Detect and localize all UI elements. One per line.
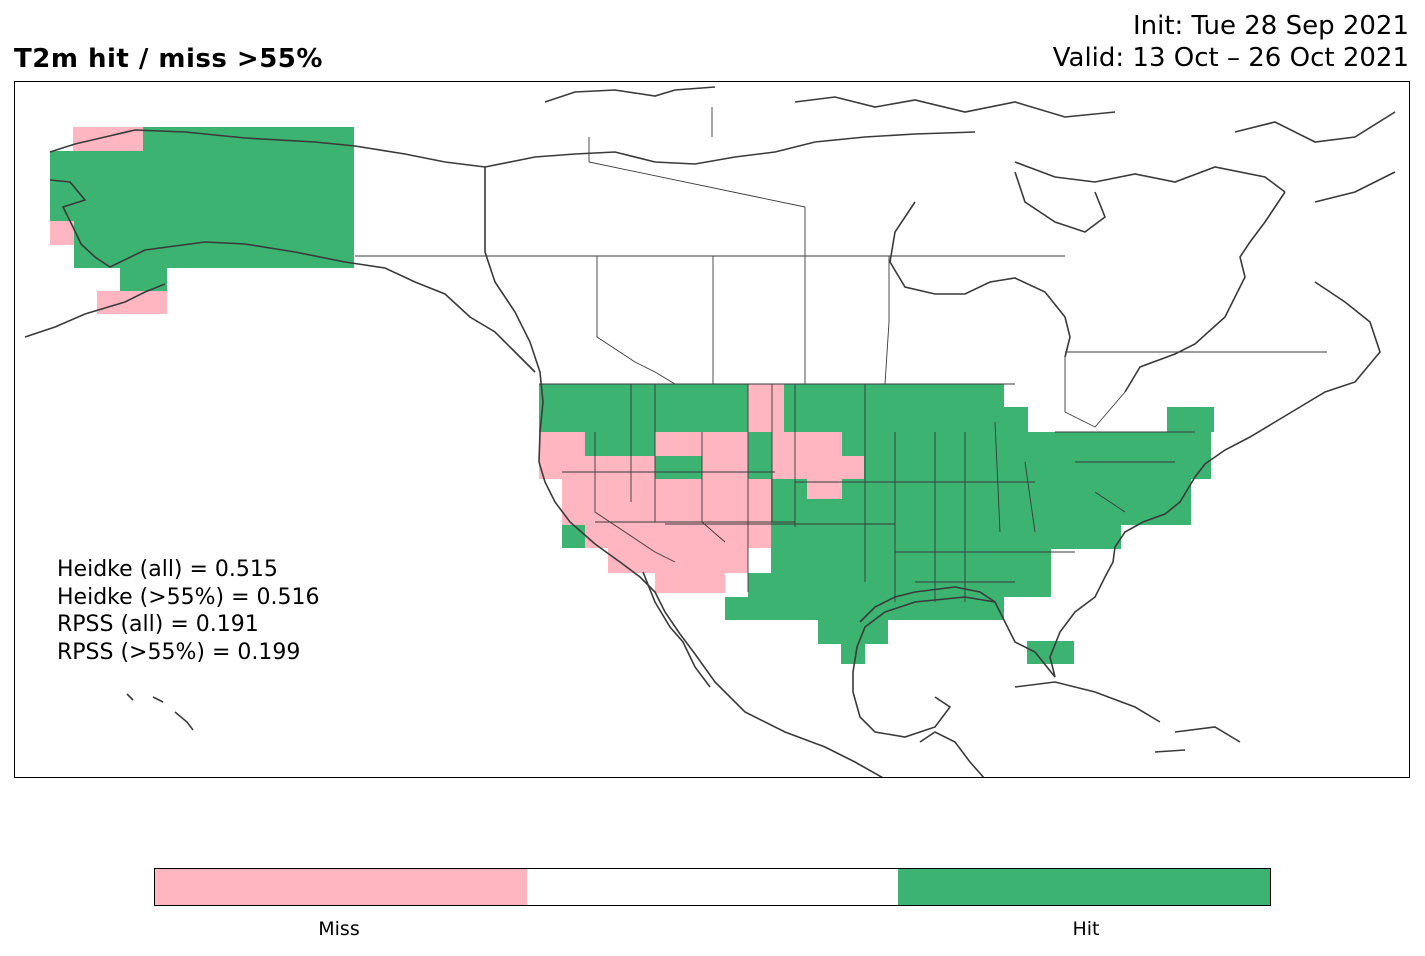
- hit-cell: [818, 620, 888, 644]
- hit-cell: [771, 549, 1051, 573]
- hit-miss-cells: [50, 127, 1214, 664]
- coastlines: [24, 86, 1396, 777]
- miss-cell: [655, 573, 725, 593]
- miss-cell: [784, 432, 842, 456]
- hit-cell: [1071, 432, 1211, 479]
- miss-cell: [97, 291, 167, 314]
- miss-cell: [772, 432, 784, 479]
- init-date: Init: Tue 28 Sep 2021: [1132, 11, 1409, 41]
- hit-cell: [562, 525, 586, 548]
- hit-cell: [1011, 432, 1071, 479]
- hit-cell: [120, 268, 167, 291]
- map-panel: [14, 81, 1410, 778]
- rpss-all-score: RPSS (all) = 0.191: [57, 612, 259, 637]
- map-svg: [24, 86, 1396, 777]
- map-title: T2m hit / miss >55%: [14, 44, 323, 74]
- hit-cell: [748, 573, 1051, 597]
- hit-cell: [74, 221, 354, 268]
- neutral-cell: [1051, 549, 1063, 573]
- colorbar-miss-label: Miss: [318, 918, 360, 940]
- hit-cell: [1004, 407, 1028, 432]
- miss-cell: [585, 525, 771, 548]
- hit-cell: [725, 597, 1004, 620]
- colorbar-miss-segment: [155, 869, 527, 905]
- hit-cell: [50, 151, 354, 221]
- miss-cell: [539, 456, 562, 479]
- miss-cell: [655, 432, 702, 456]
- rpss-55-score: RPSS (>55%) = 0.199: [57, 639, 301, 665]
- miss-cell: [748, 384, 772, 432]
- colorbar-hit-segment: [898, 869, 1271, 905]
- colorbar-hit-label: Hit: [1072, 918, 1100, 940]
- miss-cell: [608, 548, 748, 573]
- political-borders: [355, 107, 1327, 602]
- miss-cell: [784, 456, 864, 479]
- hit-cell: [841, 644, 865, 664]
- miss-cell: [562, 479, 771, 525]
- hit-cell: [771, 525, 1121, 549]
- hit-cell: [1027, 641, 1074, 664]
- verification-scores: Heidke (all) = 0.515 Heidke (>55%) = 0.5…: [57, 556, 320, 666]
- miss-cell: [772, 384, 784, 407]
- miss-cell: [807, 479, 842, 499]
- colorbar: [154, 868, 1271, 906]
- colorbar-neutral-segment: [526, 869, 899, 905]
- heidke-55-score: Heidke (>55%) = 0.516: [57, 584, 320, 610]
- miss-cell: [772, 407, 784, 432]
- valid-range: Valid: 13 Oct – 26 Oct 2021: [1052, 43, 1409, 73]
- miss-cell: [50, 221, 74, 245]
- miss-cell: [702, 432, 748, 479]
- heidke-all-score: Heidke (all) = 0.515: [57, 557, 278, 582]
- date-info: Init: Tue 28 Sep 2021 Valid: 13 Oct – 26…: [1053, 10, 1409, 74]
- hit-cell: [1167, 407, 1214, 432]
